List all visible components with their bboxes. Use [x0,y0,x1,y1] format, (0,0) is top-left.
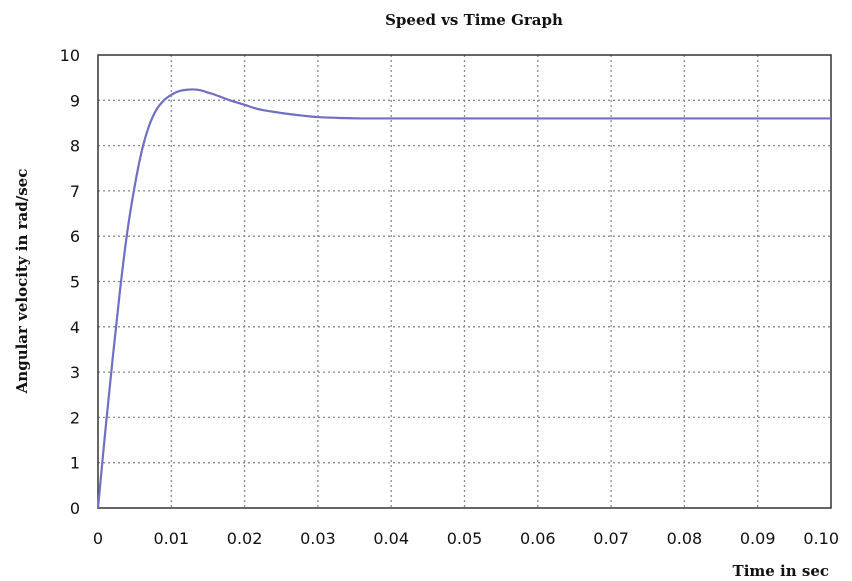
y-axis-label: Angular velocity in rad/sec [13,169,31,395]
y-tick-label: 8 [70,137,80,156]
y-tick-label: 6 [70,227,80,246]
x-tick-label: 0.04 [373,529,409,548]
x-tick-label: 0.03 [300,529,336,548]
y-tick-label: 4 [70,318,80,337]
grid-layer [98,55,831,508]
y-tick-label: 0 [70,499,80,518]
x-tick-label: 0.09 [740,529,776,548]
x-tick-label: 0.01 [153,529,189,548]
y-tick-label: 7 [70,182,80,201]
y-tick-label: 9 [70,91,80,110]
x-tick-label: 0.06 [520,529,556,548]
y-tick-label: 2 [70,408,80,427]
x-axis-label: Time in sec [733,562,829,580]
y-tick-label: 1 [70,454,80,473]
plot-frame [97,54,832,509]
y-tick-label: 5 [70,273,80,292]
x-tick-label: 0.10 [803,529,839,548]
x-tick-labels: 0 0.01 0.02 0.03 0.04 0.05 0.06 0.07 0.08 0.09 0.1… [93,529,839,548]
x-tick-label: 0.08 [667,529,703,548]
y-tick-label: 10 [60,46,80,65]
x-tick-label: 0.05 [447,529,483,548]
series-layer [96,88,831,509]
y-tick-labels: 0 1 2 3 4 5 6 7 8 9 10 [60,46,80,518]
y-tick-label: 3 [70,363,80,382]
x-tick-label: 0.02 [227,529,263,548]
chart-title: Speed vs Time Graph [385,11,563,29]
x-tick-label: 0.07 [593,529,629,548]
x-tick-label: 0 [93,529,103,548]
velocity-line [96,88,831,509]
